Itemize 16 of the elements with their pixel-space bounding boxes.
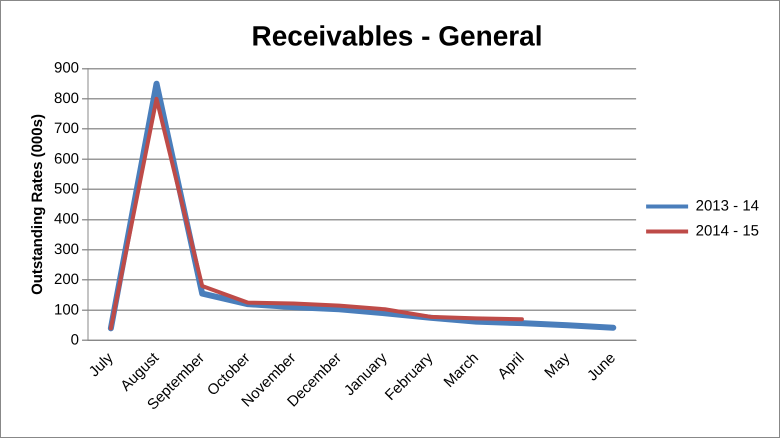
- legend-label: 2014 - 15: [696, 222, 760, 240]
- y-axis-title: Outstanding Rates (000s): [29, 114, 46, 295]
- y-tick-label: 900: [54, 60, 80, 77]
- chart-title: Receivables - General: [251, 20, 543, 52]
- y-tick-label: 600: [54, 150, 80, 168]
- y-tick-label: 0: [70, 332, 80, 349]
- legend-label: 2013 - 14: [696, 198, 760, 215]
- y-tick-label: 100: [54, 301, 80, 318]
- y-tick-label: 500: [54, 180, 80, 198]
- x-tick-label: July: [86, 349, 117, 380]
- y-tick-label: 300: [54, 240, 80, 258]
- y-tick-label: 400: [54, 210, 80, 228]
- x-tick-label: May: [541, 349, 574, 382]
- y-tick-label: 800: [54, 90, 80, 107]
- y-tick-label: 200: [54, 271, 80, 288]
- y-tick-label: 700: [54, 120, 80, 138]
